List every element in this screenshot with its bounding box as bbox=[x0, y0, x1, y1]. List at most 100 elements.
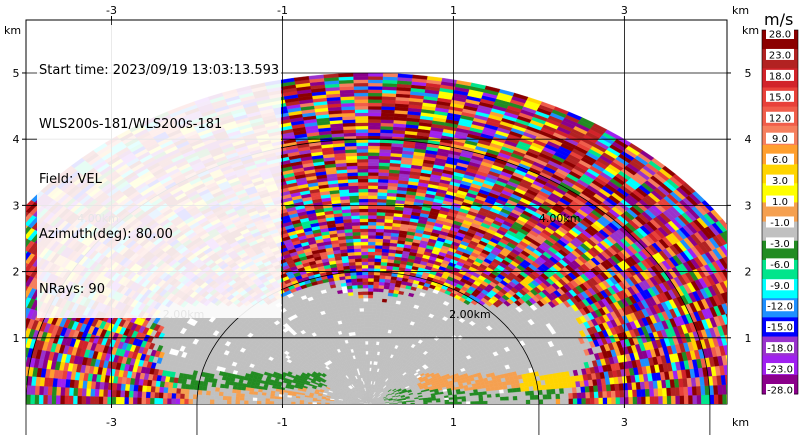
velocity-cell bbox=[366, 364, 369, 368]
velocity-cell bbox=[367, 231, 376, 236]
velocity-cell bbox=[564, 398, 569, 404]
velocity-cell bbox=[350, 215, 360, 220]
velocity-cell bbox=[615, 390, 621, 398]
velocity-cell bbox=[346, 168, 358, 173]
velocity-cell bbox=[357, 291, 364, 296]
velocity-cell bbox=[723, 364, 727, 376]
velocity-cell bbox=[362, 347, 366, 352]
velocity-cell bbox=[580, 386, 586, 393]
velocity-cell bbox=[354, 109, 369, 114]
velocity-cell bbox=[734, 300, 742, 311]
velocity-cell bbox=[362, 340, 366, 345]
velocity-cell bbox=[370, 331, 375, 335]
velocity-cell bbox=[378, 281, 385, 286]
velocity-cell bbox=[353, 294, 359, 299]
velocity-cell bbox=[448, 399, 454, 402]
velocity-cell bbox=[521, 395, 527, 400]
velocity-cell bbox=[376, 301, 382, 306]
velocity-cell bbox=[735, 276, 745, 287]
velocity-cell bbox=[670, 387, 676, 396]
velocity-cell bbox=[353, 248, 362, 253]
velocity-cell bbox=[378, 324, 383, 329]
velocity-cell bbox=[358, 297, 364, 302]
velocity-cell bbox=[495, 400, 501, 404]
velocity-cell bbox=[359, 228, 369, 233]
velocity-cell bbox=[567, 387, 573, 394]
velocity-cell bbox=[367, 168, 379, 173]
velocity-cell bbox=[742, 298, 751, 309]
velocity-cell bbox=[423, 402, 428, 404]
velocity-cell bbox=[644, 388, 651, 397]
velocity-cell bbox=[379, 311, 385, 316]
velocity-cell bbox=[598, 397, 604, 404]
velocity-cell bbox=[367, 95, 382, 100]
velocity-cell bbox=[344, 145, 357, 150]
velocity-cell bbox=[746, 296, 755, 307]
velocity-cell bbox=[490, 390, 496, 395]
velocity-cell bbox=[367, 304, 373, 309]
velocity-cell bbox=[746, 308, 754, 319]
velocity-cell bbox=[373, 264, 381, 269]
velocity-cell bbox=[738, 299, 747, 310]
velocity-cell bbox=[709, 394, 715, 404]
velocity-cell bbox=[371, 314, 377, 319]
velocity-cell bbox=[357, 165, 369, 170]
velocity-cell bbox=[367, 225, 377, 229]
velocity-cell bbox=[367, 327, 372, 332]
velocity-cell bbox=[466, 401, 471, 404]
velocity-cell bbox=[370, 340, 374, 345]
velocity-cell bbox=[367, 301, 373, 305]
velocity-cell bbox=[367, 331, 372, 335]
velocity-cell bbox=[724, 374, 727, 385]
velocity-cell bbox=[356, 317, 361, 322]
velocity-cell bbox=[367, 129, 381, 133]
velocity-cell bbox=[735, 384, 740, 394]
velocity-cell bbox=[348, 185, 359, 190]
velocity-cell bbox=[378, 155, 391, 160]
velocity-cell bbox=[597, 384, 603, 392]
velocity-cell bbox=[370, 344, 374, 349]
velocity-cell bbox=[752, 383, 757, 394]
velocity-cell bbox=[482, 397, 488, 402]
velocity-cell bbox=[372, 301, 378, 306]
velocity-cell bbox=[354, 119, 369, 123]
velocity-cell bbox=[525, 390, 531, 396]
velocity-cell bbox=[362, 284, 369, 289]
velocity-cell bbox=[373, 281, 380, 286]
velocity-cell bbox=[374, 324, 379, 329]
velocity-cell bbox=[731, 277, 740, 288]
velocity-cell bbox=[353, 245, 362, 249]
velocity-cell bbox=[345, 159, 358, 164]
velocity-cell bbox=[568, 398, 574, 404]
velocity-cell bbox=[653, 388, 659, 397]
velocity-cell bbox=[724, 334, 727, 344]
velocity-cell bbox=[486, 393, 492, 398]
velocity-cell bbox=[508, 395, 514, 401]
velocity-cell bbox=[374, 331, 378, 336]
velocity-cell bbox=[377, 298, 383, 303]
velocity-cell bbox=[347, 178, 359, 183]
velocity-cell bbox=[732, 343, 739, 354]
velocity-cell bbox=[356, 155, 369, 160]
velocity-cell bbox=[354, 102, 369, 107]
velocity-cell bbox=[377, 291, 384, 296]
velocity-cell bbox=[465, 398, 471, 402]
velocity-cell bbox=[354, 258, 362, 263]
velocity-cell bbox=[363, 311, 369, 315]
velocity-cell bbox=[687, 386, 693, 396]
velocity-cell bbox=[367, 125, 381, 130]
velocity-cell bbox=[457, 398, 463, 402]
velocity-cell bbox=[743, 352, 749, 363]
velocity-cell bbox=[495, 393, 501, 398]
velocity-cell bbox=[362, 281, 369, 286]
velocity-cell bbox=[731, 240, 742, 252]
velocity-cell bbox=[752, 394, 757, 405]
velocity-cell bbox=[546, 393, 552, 400]
velocity-cell bbox=[374, 258, 382, 263]
velocity-cell bbox=[736, 364, 742, 374]
velocity-cell bbox=[726, 243, 727, 244]
velocity-cell bbox=[375, 221, 385, 226]
velocity-cell bbox=[356, 281, 363, 286]
velocity-cell bbox=[360, 231, 369, 236]
velocity-cell bbox=[355, 125, 369, 130]
